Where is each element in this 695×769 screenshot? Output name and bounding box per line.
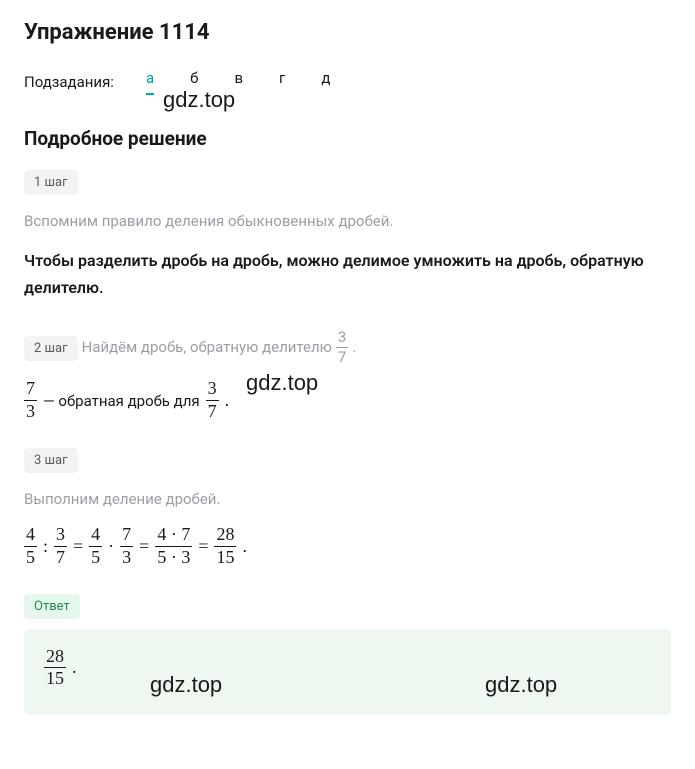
answer-badge: Ответ (24, 594, 80, 619)
step-2: 2 шаг Найдём дробь, обратную делителю 3 … (24, 329, 671, 422)
answer-box: 28 15 . (24, 629, 671, 716)
denominator: 7 (54, 546, 67, 568)
tab-b[interactable]: б (190, 69, 198, 95)
step-3: 3 шаг Выполним деление дробей. 4 5 : 3 7… (24, 448, 671, 568)
numerator: 4 · 7 (155, 525, 192, 546)
equals: = (198, 536, 208, 557)
fraction: 4 5 (24, 525, 37, 568)
step-muted-text: Найдём дробь, обратную делителю 3 7 . (82, 329, 357, 365)
denominator: 15 (44, 667, 66, 689)
step-badge: 2 шаг (24, 336, 78, 361)
numerator: 7 (120, 525, 133, 546)
step-muted-text: Выполним деление дробей. (24, 487, 671, 511)
step-muted-text: Вспомним правило деления обыкновенных др… (24, 209, 671, 233)
numerator: 3 (336, 329, 348, 347)
muted-prefix: Найдём дробь, обратную делителю (82, 335, 332, 359)
denominator: 5 (89, 546, 102, 568)
math-line: 7 3 — обратная дробь для 3 7 . (24, 379, 671, 422)
denominator: 5 (24, 546, 37, 568)
fraction: 4 · 7 5 · 3 (155, 525, 192, 568)
numerator: 3 (206, 379, 219, 400)
subtask-row: Подзадания: а б в г д (24, 69, 671, 95)
equals: = (139, 536, 149, 557)
period: . (242, 536, 247, 557)
numerator: 28 (214, 525, 236, 546)
fraction: 3 7 (206, 379, 219, 422)
answer-section: Ответ 28 15 . (24, 594, 671, 716)
page-title: Упражнение 1114 (24, 20, 671, 45)
inline-text: — обратная дробь для (43, 392, 200, 410)
numerator: 4 (24, 525, 37, 546)
fraction: 3 7 (336, 329, 348, 365)
fraction: 7 3 (120, 525, 133, 568)
step-badge: 1 шаг (24, 170, 78, 195)
tab-v[interactable]: в (234, 69, 243, 95)
denominator: 7 (336, 347, 348, 366)
equation: 4 5 : 3 7 = 4 5 · 7 3 = 4 · 7 5 · 3 = 28… (24, 525, 671, 568)
numerator: 7 (24, 379, 37, 400)
denominator: 3 (120, 546, 133, 568)
tab-g[interactable]: г (279, 69, 285, 95)
fraction: 4 5 (89, 525, 102, 568)
tabs: а б в г д (146, 69, 330, 95)
equals: = (73, 536, 83, 557)
colon-op: : (43, 536, 48, 557)
step-1: 1 шаг Вспомним правило деления обыкновен… (24, 170, 671, 301)
tab-a[interactable]: а (146, 69, 154, 95)
muted-suffix: . (352, 335, 356, 359)
denominator: 7 (206, 400, 219, 422)
numerator: 28 (44, 647, 66, 668)
period: . (72, 657, 77, 678)
denominator: 5 · 3 (155, 546, 192, 568)
section-title: Подробное решение (24, 127, 671, 150)
denominator: 3 (24, 400, 37, 422)
step-bold-text: Чтобы разделить дробь на дробь, можно де… (24, 247, 671, 301)
numerator: 3 (54, 525, 67, 546)
fraction: 28 15 (44, 647, 66, 690)
denominator: 15 (214, 546, 236, 568)
fraction: 7 3 (24, 379, 37, 422)
subtask-label: Подзадания: (24, 73, 114, 91)
dot-op: · (108, 536, 114, 557)
tab-d[interactable]: д (321, 69, 330, 95)
fraction: 3 7 (54, 525, 67, 568)
fraction: 28 15 (214, 525, 236, 568)
step-badge: 3 шаг (24, 448, 78, 473)
answer-math: 28 15 . (44, 647, 651, 690)
period: . (225, 390, 230, 411)
numerator: 4 (89, 525, 102, 546)
